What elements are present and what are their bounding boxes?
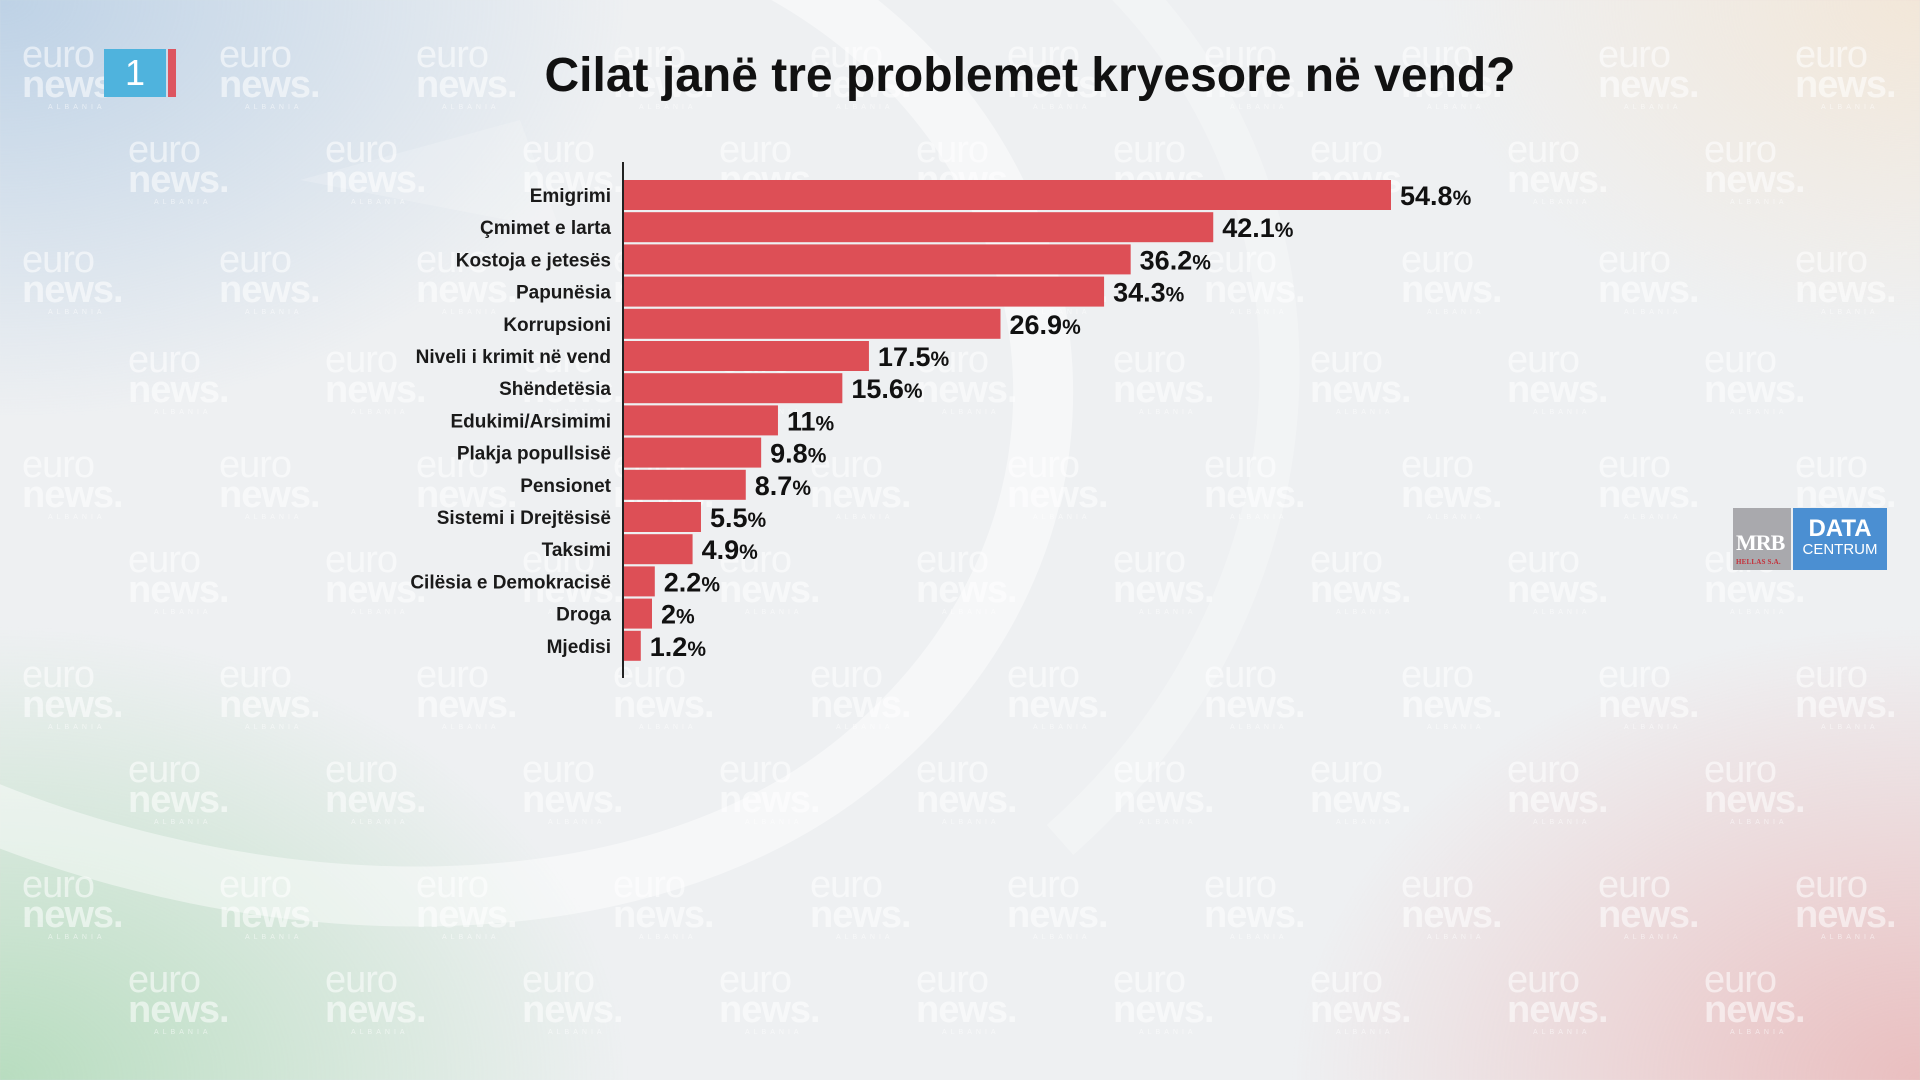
bar-0 [624, 180, 1391, 210]
data-logo-text: DATA [1808, 515, 1872, 542]
mrb-logo-subtext: HELLAS S.A. [1736, 558, 1781, 566]
mrb-logo-text: MRB [1736, 530, 1785, 555]
category-label: Plakja popullsisë [457, 444, 611, 465]
value-label: 36.2% [1140, 245, 1212, 275]
bar-7 [624, 405, 778, 436]
bar-4 [624, 308, 1001, 339]
category-label: Sistemi i Drejtësisë [437, 508, 611, 529]
value-label: 17.5% [878, 342, 950, 372]
value-label: 42.1% [1222, 213, 1294, 243]
category-label: Kostoja e jetesës [456, 250, 611, 271]
badge-accent-bar [168, 49, 176, 97]
category-label: Korrupsioni [503, 315, 611, 336]
category-label: Taksimi [542, 540, 611, 561]
value-label: 15.6% [851, 374, 923, 404]
category-label: Pensionet [520, 476, 611, 497]
category-label: Papunësia [516, 283, 611, 304]
bar-11 [624, 534, 693, 565]
centrum-logo-text: CENTRUM [1802, 541, 1878, 558]
bar-5 [624, 341, 869, 371]
datacentrum-logo-block: DATA CENTRUM [1793, 508, 1887, 570]
value-label: 4.9% [702, 535, 759, 565]
value-label: 8.7% [755, 471, 812, 501]
mrb-logo-block: MRB HELLAS S.A. [1733, 508, 1791, 570]
value-label: 11% [787, 406, 835, 436]
category-label: Cilësia e Demokracisë [410, 572, 611, 593]
value-label: 5.5% [710, 503, 767, 533]
category-label: Çmimet e larta [480, 218, 611, 239]
bar-8 [624, 437, 762, 468]
bar-13 [624, 598, 652, 629]
category-label: Edukimi/Arsimimi [451, 411, 612, 432]
category-label: Niveli i krimit në vend [416, 347, 611, 368]
value-label: 1.2% [650, 632, 707, 662]
bar-2 [624, 244, 1131, 275]
category-label: Mjedisi [547, 637, 611, 658]
bar-1 [624, 212, 1214, 243]
category-label: Droga [556, 605, 611, 626]
value-label: 54.8% [1400, 181, 1472, 211]
bar-14 [624, 630, 641, 661]
value-label: 34.3% [1113, 278, 1185, 308]
bar-9 [624, 469, 746, 500]
mrb-datacentrum-logo: MRB HELLAS S.A. DATA CENTRUM [1733, 508, 1887, 570]
bar-10 [624, 502, 701, 532]
page-number-badge: 1 [104, 49, 166, 97]
value-label: 9.8% [770, 439, 827, 469]
bar-6 [624, 373, 843, 404]
category-label: Emigrimi [530, 186, 611, 207]
value-label: 2% [661, 600, 695, 630]
chart-title: Cilat janë tre problemet kryesore në ven… [544, 49, 1516, 102]
value-label: 26.9% [1010, 310, 1082, 340]
bar-3 [624, 276, 1105, 307]
category-label: Shëndetësia [499, 379, 611, 400]
value-label: 2.2% [664, 567, 721, 597]
bar-12 [624, 566, 655, 597]
